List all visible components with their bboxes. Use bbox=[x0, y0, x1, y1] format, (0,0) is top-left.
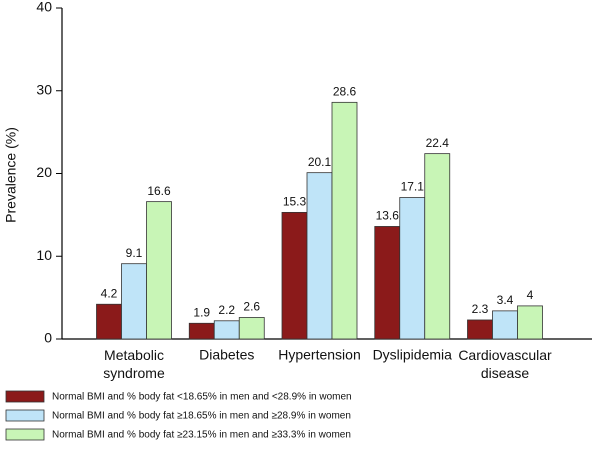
x-tick-label: Hypertension bbox=[278, 347, 361, 363]
x-tick-label: Metabolic syndrome bbox=[103, 347, 165, 381]
bar bbox=[374, 226, 401, 340]
bar bbox=[281, 211, 308, 340]
value-label: 9.1 bbox=[126, 246, 143, 260]
y-tick-label: 0 bbox=[44, 330, 52, 346]
x-tick-label: Dyslipidemia bbox=[373, 347, 453, 363]
bar bbox=[424, 153, 451, 340]
x-tick-label: Diabetes bbox=[199, 347, 254, 363]
y-tick-label: 20 bbox=[36, 164, 52, 180]
bar bbox=[492, 310, 518, 340]
y-axis-label: Prevalence (%) bbox=[3, 127, 19, 223]
bar bbox=[188, 322, 215, 340]
bar bbox=[96, 303, 122, 340]
x-tick-label: Cardiovascular disease bbox=[458, 347, 552, 381]
y-tick-label: 30 bbox=[36, 81, 52, 97]
value-label: 3.4 bbox=[497, 293, 514, 307]
y-tick-label: 10 bbox=[36, 247, 52, 263]
bar bbox=[331, 101, 358, 340]
value-label: 2.6 bbox=[243, 300, 260, 314]
value-label: 2.3 bbox=[472, 302, 489, 316]
value-label: 17.1 bbox=[401, 180, 425, 194]
value-label: 15.3 bbox=[283, 195, 307, 209]
legend-label: Normal BMI and % body fat ≥18.65% in men… bbox=[52, 411, 351, 422]
bar bbox=[238, 317, 265, 340]
value-label: 28.6 bbox=[333, 85, 357, 99]
value-label: 13.6 bbox=[376, 209, 400, 223]
bar bbox=[121, 263, 147, 340]
value-label: 22.4 bbox=[426, 136, 450, 150]
legend-swatch bbox=[5, 390, 45, 403]
legend-label: Normal BMI and % body fat ≥23.15% in men… bbox=[52, 430, 351, 441]
bar bbox=[399, 197, 426, 340]
value-label: 4 bbox=[527, 288, 534, 302]
legend-swatch bbox=[5, 428, 45, 441]
value-label: 1.9 bbox=[193, 305, 210, 319]
y-tick-label: 40 bbox=[36, 0, 52, 15]
value-label: 2.2 bbox=[218, 303, 235, 317]
legend-label: Normal BMI and % body fat <18.65% in men… bbox=[52, 392, 352, 403]
legend-swatch bbox=[5, 409, 45, 422]
value-label: 4.2 bbox=[101, 286, 118, 300]
bar bbox=[306, 172, 333, 340]
bar bbox=[517, 305, 543, 340]
value-label: 16.6 bbox=[147, 184, 171, 198]
bar bbox=[146, 201, 172, 340]
bar bbox=[467, 319, 493, 340]
value-label: 20.1 bbox=[308, 155, 332, 169]
bar bbox=[213, 320, 240, 340]
